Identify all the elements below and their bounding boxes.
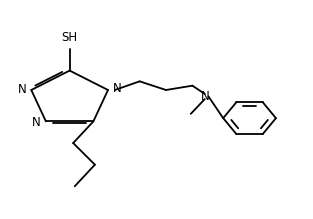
Text: N: N	[18, 83, 27, 96]
Text: N: N	[113, 82, 121, 95]
Text: N: N	[200, 90, 209, 103]
Text: N: N	[32, 116, 40, 129]
Text: SH: SH	[62, 31, 78, 44]
